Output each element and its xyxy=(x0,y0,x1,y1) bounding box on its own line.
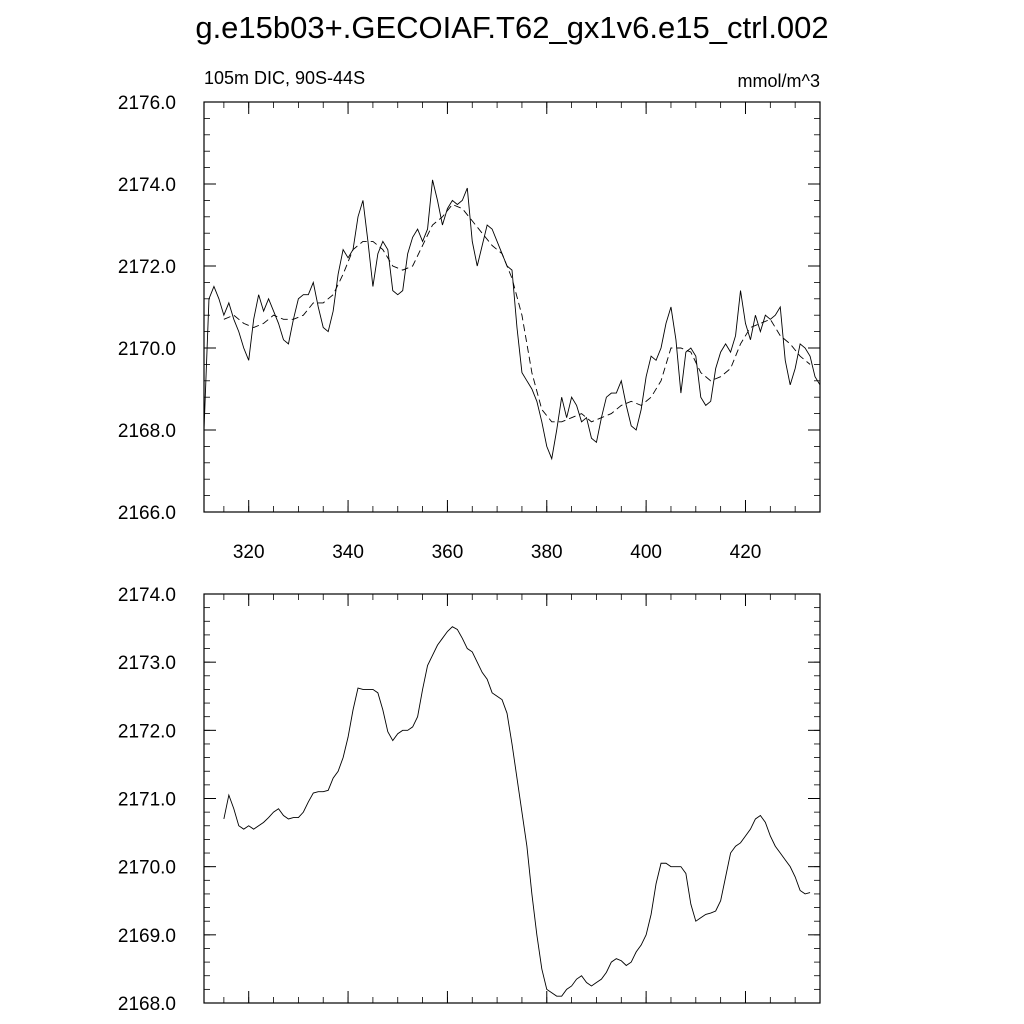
x-tick-label: 340 xyxy=(332,542,364,563)
panel-top-subtitle-left: 105m DIC, 90S-44S xyxy=(204,68,365,88)
x-tick-label: 420 xyxy=(730,542,762,563)
y-tick-label: 2172.0 xyxy=(118,257,176,278)
y-tick-label: 2171.0 xyxy=(118,790,176,811)
panel-top: 105m DIC, 90S-44S mmol/m^3 2166.0 2168.0 2… xyxy=(118,68,821,563)
series-line-solid xyxy=(223,626,811,997)
plot-frame xyxy=(203,101,821,513)
y-tick-label: 2170.0 xyxy=(118,339,176,360)
panel-bottom: 2168.0 2169.0 2170.0 2171.0 2172.0 2173.0 2174… xyxy=(118,585,821,1015)
y-tick-label: 2172.0 xyxy=(118,721,176,742)
x-tick-label: 400 xyxy=(630,542,662,563)
x-tick-label: 380 xyxy=(531,542,563,563)
y-tick-label: 2174.0 xyxy=(118,175,176,196)
chart-title: g.e15b03+.GECOIAF.T62_gx1v6.e15_ctrl.002 xyxy=(195,10,828,45)
y-tick-label: 2170.0 xyxy=(118,858,176,879)
y-tick-label: 2168.0 xyxy=(118,421,176,442)
series-line-solid xyxy=(203,179,821,461)
panel-top-subtitle-right: mmol/m^3 xyxy=(738,71,820,91)
y-tick-label: 2176.0 xyxy=(118,93,176,114)
x-tick-label: 360 xyxy=(432,542,464,563)
series-line-dashed xyxy=(223,203,811,423)
y-tick-label: 2166.0 xyxy=(118,503,176,524)
y-tick-label: 2174.0 xyxy=(118,585,176,606)
y-tick-label: 2173.0 xyxy=(118,653,176,674)
y-tick-label: 2168.0 xyxy=(118,994,176,1015)
y-tick-label: 2169.0 xyxy=(118,926,176,947)
x-tick-label: 320 xyxy=(233,542,265,563)
plot-frame xyxy=(203,593,821,1004)
